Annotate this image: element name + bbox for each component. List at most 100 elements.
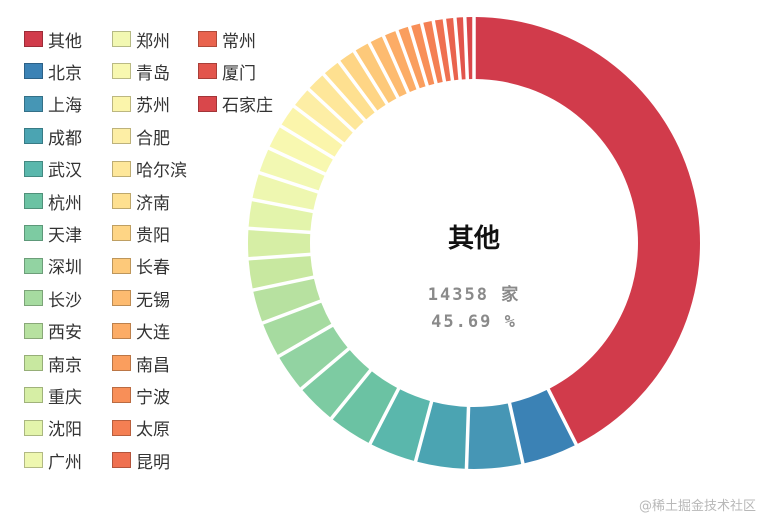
legend-item[interactable]: 宁波 — [112, 384, 170, 408]
donut-slice-26[interactable]: 宁波 — [411, 23, 435, 86]
donut-slice-25[interactable]: 南昌 — [398, 26, 426, 89]
donut-slice-2[interactable]: 北京 — [511, 390, 575, 464]
donut-slice-16[interactable]: 青岛 — [269, 127, 333, 173]
legend-item[interactable]: 郑州 — [112, 28, 170, 52]
legend-item[interactable]: 苏州 — [112, 93, 170, 116]
legend-label: 常州 — [222, 31, 256, 52]
legend-item[interactable]: 大连 — [112, 320, 170, 344]
donut-slice-31[interactable]: 石家庄 — [466, 17, 473, 80]
legend-label: 厦门 — [222, 63, 256, 84]
legend-item[interactable]: 天津 — [24, 222, 82, 246]
legend-swatch — [24, 31, 43, 47]
legend-swatch — [112, 95, 131, 112]
legend-swatch — [112, 419, 131, 436]
legend-swatch — [198, 31, 217, 47]
donut-slice-23[interactable]: 无锡 — [370, 36, 407, 97]
legend-label: 重庆 — [48, 387, 82, 408]
legend-item[interactable]: 石家庄 — [198, 93, 273, 117]
donut-slice-27[interactable]: 太原 — [423, 21, 443, 84]
donut-slice-18[interactable]: 合肥 — [295, 90, 353, 143]
donut-slice-1[interactable]: 其他 — [475, 17, 700, 444]
donut-slice-9[interactable]: 长沙 — [263, 302, 332, 355]
legend-label: 天津 — [48, 225, 82, 246]
legend-item[interactable]: 太原 — [112, 417, 170, 441]
legend-swatch — [112, 355, 131, 371]
legend-swatch — [112, 160, 131, 177]
donut-slice-20[interactable]: 济南 — [324, 62, 375, 120]
legend-swatch — [24, 128, 43, 145]
legend-item[interactable]: 厦门 — [198, 60, 256, 84]
legend-item[interactable]: 合肥 — [112, 125, 170, 149]
legend-item[interactable]: 青岛 — [112, 60, 170, 84]
legend-item[interactable]: 上海 — [24, 93, 82, 116]
legend-swatch — [24, 193, 43, 209]
legend-item[interactable]: 南昌 — [112, 352, 170, 376]
legend-label: 广州 — [48, 452, 82, 473]
donut-slice-8[interactable]: 深圳 — [279, 326, 348, 388]
legend-label: 昆明 — [136, 452, 170, 473]
legend-swatch — [198, 95, 217, 112]
donut-slice-7[interactable]: 天津 — [302, 350, 370, 418]
legend-swatch — [198, 63, 217, 80]
legend-item[interactable]: 西安 — [24, 320, 82, 344]
legend-item[interactable]: 深圳 — [24, 255, 82, 279]
legend-label: 长沙 — [48, 290, 82, 311]
legend-label: 石家庄 — [222, 96, 273, 117]
donut-slice-28[interactable]: 昆明 — [434, 19, 451, 82]
donut-slice-11[interactable]: 南京 — [248, 256, 314, 289]
donut-slice-21[interactable]: 贵阳 — [340, 52, 386, 111]
donut-slice-22[interactable]: 长春 — [355, 43, 397, 103]
legend-item[interactable]: 武汉 — [24, 158, 82, 181]
watermark: @稀土掘金技术社区 — [638, 499, 756, 514]
legend-swatch — [24, 452, 43, 469]
legend-swatch — [112, 290, 131, 307]
legend-item[interactable]: 常州 — [198, 28, 256, 52]
legend-item[interactable]: 昆明 — [112, 449, 170, 473]
legend-item[interactable]: 重庆 — [24, 384, 82, 408]
legend-label: 沈阳 — [48, 420, 82, 441]
legend-label: 太原 — [136, 420, 170, 441]
donut-slice-5[interactable]: 武汉 — [371, 389, 430, 461]
legend-swatch — [24, 322, 43, 339]
donut-slice-6[interactable]: 杭州 — [332, 371, 398, 443]
donut-slice-12[interactable]: 重庆 — [248, 230, 311, 257]
donut-slice-13[interactable]: 沈阳 — [248, 201, 313, 231]
legend-item[interactable]: 哈尔滨 — [112, 158, 187, 181]
legend-label: 青岛 — [136, 63, 170, 84]
legend-item[interactable]: 长春 — [112, 255, 170, 278]
legend-item[interactable]: 杭州 — [24, 190, 82, 214]
legend-item[interactable]: 北京 — [24, 60, 82, 84]
legend-item[interactable]: 无锡 — [112, 287, 170, 311]
legend-item[interactable]: 长沙 — [24, 287, 82, 311]
legend-swatch — [24, 355, 43, 371]
legend-label: 北京 — [48, 63, 82, 84]
donut-slice-17[interactable]: 苏州 — [281, 107, 343, 157]
donut-slice-29[interactable]: 常州 — [446, 17, 459, 81]
legend-swatch — [24, 225, 43, 242]
legend-swatch — [112, 322, 131, 339]
center-count: 14358 家 — [427, 285, 521, 305]
legend-label: 深圳 — [48, 258, 82, 279]
donut-slice-30[interactable]: 厦门 — [456, 17, 466, 80]
donut-slice-24[interactable]: 大连 — [385, 31, 417, 93]
legend-item[interactable]: 广州 — [24, 449, 82, 473]
donut-slice-4[interactable]: 成都 — [417, 401, 467, 469]
legend-item[interactable]: 贵阳 — [112, 222, 170, 246]
legend-label: 西安 — [48, 323, 82, 344]
legend-swatch — [112, 128, 131, 145]
donut-slice-14[interactable]: 广州 — [252, 174, 318, 210]
legend-item[interactable]: 南京 — [24, 352, 82, 376]
legend-item[interactable]: 成都 — [24, 125, 82, 149]
legend-item[interactable]: 沈阳 — [24, 417, 82, 441]
donut-slice-15[interactable]: 郑州 — [259, 149, 325, 191]
legend-label: 郑州 — [136, 31, 170, 52]
donut-slice-3[interactable]: 上海 — [468, 403, 522, 469]
legend-item[interactable]: 其他 — [24, 28, 82, 52]
legend-swatch — [24, 63, 43, 80]
donut-slice-19[interactable]: 哈尔滨 — [309, 75, 364, 131]
legend-label: 大连 — [136, 323, 170, 344]
legend-label: 南昌 — [136, 355, 170, 376]
legend-label: 南京 — [48, 355, 82, 376]
legend-item[interactable]: 济南 — [112, 190, 170, 214]
donut-slice-10[interactable]: 西安 — [253, 278, 321, 322]
